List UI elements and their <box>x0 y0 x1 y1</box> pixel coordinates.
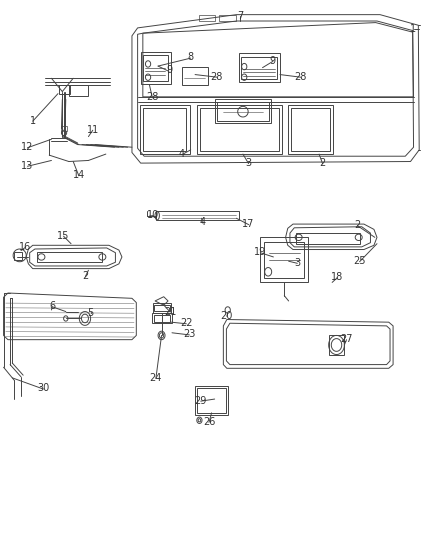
Text: 2: 2 <box>354 220 360 230</box>
Bar <box>143 109 186 151</box>
Bar <box>239 53 280 82</box>
Text: 26: 26 <box>203 417 215 427</box>
Text: 5: 5 <box>88 308 94 318</box>
Bar <box>260 237 308 282</box>
Text: 17: 17 <box>242 219 255 229</box>
Bar <box>199 14 215 21</box>
Text: 6: 6 <box>49 301 55 311</box>
Text: 18: 18 <box>331 272 343 282</box>
Bar <box>200 109 279 151</box>
Bar <box>140 106 190 154</box>
Text: 25: 25 <box>353 256 366 266</box>
Text: 20: 20 <box>221 311 233 321</box>
Bar <box>264 242 304 278</box>
Bar <box>219 14 237 21</box>
Bar <box>328 335 344 354</box>
Bar <box>156 211 239 220</box>
Text: 29: 29 <box>194 395 207 406</box>
Text: 27: 27 <box>340 334 353 344</box>
Text: 10: 10 <box>147 210 159 220</box>
Bar <box>141 52 171 84</box>
Text: 4: 4 <box>199 217 205 228</box>
Bar <box>37 252 102 262</box>
Text: 14: 14 <box>73 171 85 180</box>
Text: 12: 12 <box>21 142 34 152</box>
Bar <box>297 233 360 244</box>
Bar <box>291 109 330 151</box>
Text: 28: 28 <box>146 92 159 102</box>
Text: 24: 24 <box>150 373 162 383</box>
Bar <box>153 303 171 313</box>
Bar <box>143 55 168 81</box>
Text: 21: 21 <box>164 306 177 317</box>
Text: 22: 22 <box>180 318 193 328</box>
Text: 11: 11 <box>87 125 99 135</box>
Text: 30: 30 <box>37 383 49 393</box>
Text: 2: 2 <box>82 271 88 281</box>
Text: 1: 1 <box>30 116 36 126</box>
Bar <box>59 85 70 94</box>
Bar <box>241 56 277 79</box>
Bar <box>152 313 172 323</box>
Bar <box>195 386 228 415</box>
Text: 9: 9 <box>269 56 276 66</box>
Bar <box>217 102 269 120</box>
Text: 23: 23 <box>183 329 196 340</box>
Bar <box>60 126 67 131</box>
Text: 3: 3 <box>294 258 300 268</box>
Text: 28: 28 <box>211 71 223 82</box>
Text: 19: 19 <box>254 247 266 257</box>
Text: 7: 7 <box>237 11 243 21</box>
Text: 2: 2 <box>319 158 326 168</box>
Bar <box>197 106 282 154</box>
Bar <box>197 389 226 413</box>
Text: 9: 9 <box>166 66 172 75</box>
Bar <box>14 252 22 260</box>
Text: 13: 13 <box>21 161 34 171</box>
Text: 28: 28 <box>295 71 307 82</box>
Bar <box>69 85 88 96</box>
Text: 3: 3 <box>246 158 252 168</box>
Bar <box>288 106 333 154</box>
Text: 16: 16 <box>19 242 32 252</box>
Text: 1: 1 <box>410 24 416 34</box>
Text: 8: 8 <box>187 52 194 62</box>
Bar <box>154 305 170 311</box>
Bar <box>215 100 271 123</box>
Bar <box>154 315 170 321</box>
Text: 4: 4 <box>179 149 185 159</box>
Bar <box>182 67 208 85</box>
Text: 15: 15 <box>57 231 70 241</box>
